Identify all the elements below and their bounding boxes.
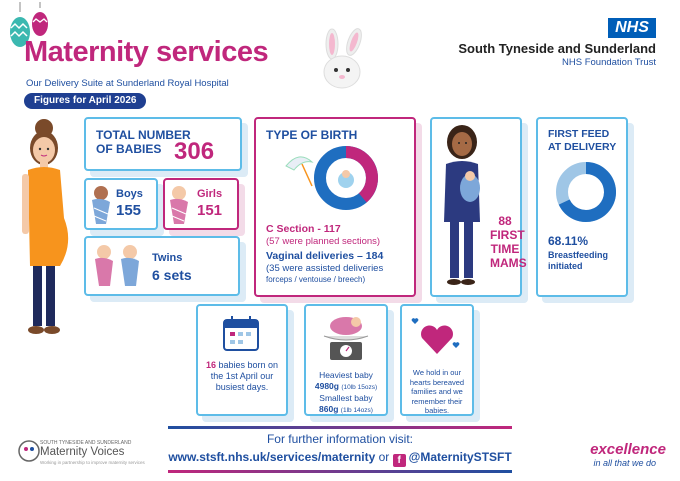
feed-heading-2: AT DELIVERY: [548, 141, 617, 153]
vaginal-text: Vaginal deliveries – 184: [266, 250, 384, 262]
footer-divider-top: [168, 426, 512, 429]
heaviest-lb: (10lb 15ozs): [341, 383, 378, 391]
maternity-voices-logo-icon: [18, 440, 40, 462]
first-time-value: 88: [498, 214, 512, 228]
boys-label: Boys: [116, 188, 143, 200]
info-title: For further information visit:: [266, 432, 414, 446]
heaviest-g: 4980g: [314, 380, 339, 391]
footer-divider-bottom: [168, 470, 512, 473]
mv-tag: Working in partnership to improve matern…: [40, 460, 145, 465]
april-text-1: babies born on: [218, 360, 279, 370]
bereaved-card: [400, 304, 474, 416]
info-social[interactable]: @MaternitySTSFT: [408, 450, 512, 464]
twins-value: 6 sets: [152, 267, 192, 283]
info-url[interactable]: www.stsft.nhs.uk/services/maternity: [168, 450, 376, 464]
first-time-line3: MAMS: [490, 256, 527, 270]
baby-boy-icon: [92, 186, 110, 224]
facebook-icon: f: [392, 454, 406, 467]
girls-label: Girls: [197, 188, 223, 200]
smallest-g: 860g: [319, 403, 339, 414]
mother-baby-illustration: [444, 125, 480, 285]
bereaved-line4: remember their: [411, 396, 463, 406]
april-text-2: the 1st April our: [210, 371, 274, 381]
april-text-3: busiest days.: [215, 382, 269, 392]
girls-value: 151: [197, 202, 223, 219]
stork-icon: [285, 156, 314, 187]
month-badge: Figures for April 2026: [24, 93, 147, 109]
april-count: 16: [205, 360, 216, 370]
feed-donut-chart: [556, 162, 616, 222]
feed-heading-1: FIRST FEED: [548, 128, 610, 140]
info-or: or: [378, 450, 390, 464]
feed-percent: 68.11%: [548, 234, 589, 248]
bereaved-line1: We hold in our: [412, 368, 462, 377]
baby-scale-icon: [323, 317, 369, 360]
vaginal-note: (35 were assisted deliveries: [266, 263, 384, 274]
feed-label-2: initiated: [548, 261, 583, 271]
trust-name: South Tyneside and Sunderland: [458, 41, 656, 56]
bereaved-line2: hearts bereaved: [409, 377, 465, 387]
calendar-icon: [223, 316, 259, 351]
nhs-logo: NHS: [608, 18, 656, 38]
mv-small: SOUTH TYNESIDE AND SUNDERLAND: [40, 440, 132, 446]
bunny-decoration: [323, 28, 362, 89]
csection-text: C Section - 117: [266, 223, 341, 235]
twins-icon: [95, 245, 139, 286]
csection-note: (57 were planned sections): [266, 236, 381, 247]
bereaved-line3: families and we: [411, 387, 463, 396]
smallest-label: Smallest baby: [319, 393, 373, 403]
first-feed-card: [536, 117, 628, 297]
page-title: Maternity services: [24, 36, 269, 68]
twins-label: Twins: [152, 252, 183, 264]
first-time-line1: FIRST: [490, 228, 525, 242]
breastfeeding-slice: [558, 162, 616, 222]
bereaved-line5: babies.: [424, 406, 450, 415]
feed-label-1: Breastfeeding: [548, 250, 609, 260]
first-time-line2: TIME: [490, 242, 520, 256]
baby-girl-icon: [170, 186, 188, 224]
total-babies-label-1: TOTAL NUMBER: [96, 128, 191, 142]
vaginal-note-2: forceps / ventouse / breech): [266, 275, 366, 284]
smallest-lb: (1lb 14ozs): [340, 406, 373, 414]
mv-name: Maternity Voices: [40, 446, 125, 458]
csection-slice: [345, 146, 378, 203]
excellence-logo: excellence: [590, 441, 666, 458]
type-of-birth-heading: TYPE OF BIRTH: [266, 128, 358, 142]
easter-eggs-decoration: [10, 2, 48, 47]
trust-subtitle: NHS Foundation Trust: [562, 57, 656, 68]
boys-value: 155: [116, 202, 142, 219]
heaviest-label: Heaviest baby: [319, 370, 373, 380]
excellence-tag: in all that we do: [593, 458, 656, 468]
total-babies-label-2: OF BABIES: [96, 142, 162, 156]
hearts-icon: [411, 318, 460, 354]
birth-donut-chart: [314, 146, 378, 210]
page-subtitle: Our Delivery Suite at Sunderland Royal H…: [26, 78, 229, 89]
total-babies-value: 306: [174, 138, 215, 165]
total-babies-card: [84, 117, 242, 171]
pregnant-woman-illustration: [22, 119, 69, 334]
